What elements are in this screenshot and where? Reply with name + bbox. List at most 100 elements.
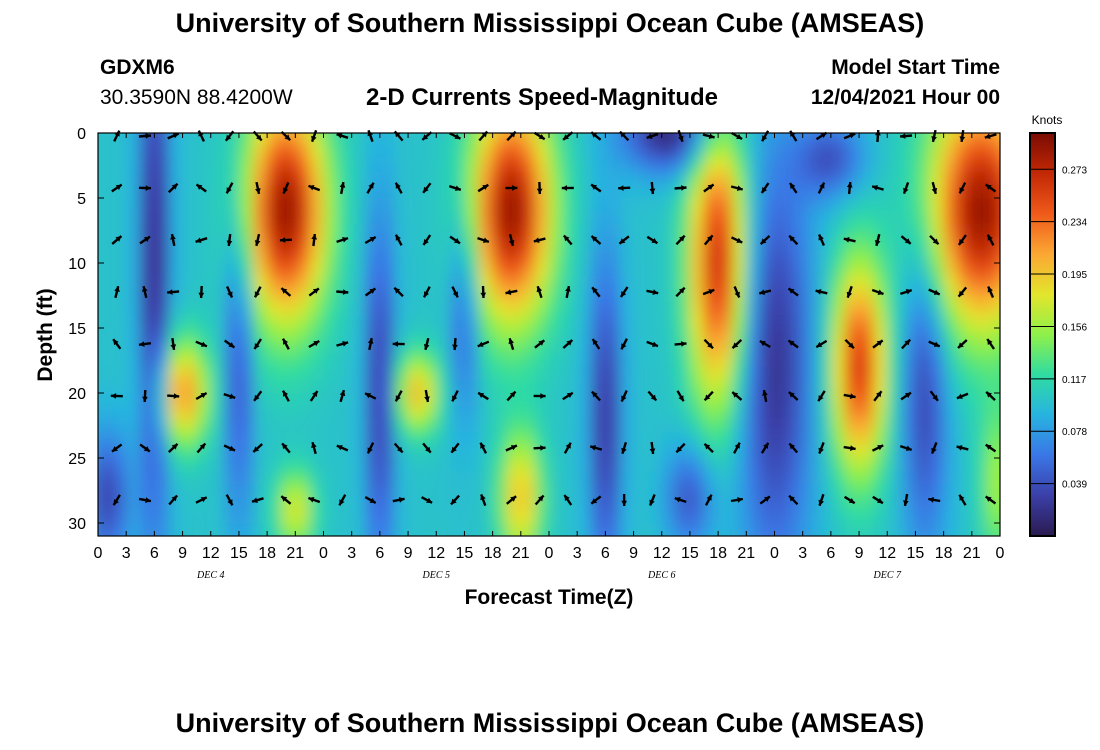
current-arrow [223, 339, 236, 349]
x-axis-label: Forecast Time(Z) [465, 586, 634, 609]
current-arrow [647, 390, 658, 402]
current-arrow [225, 182, 234, 194]
current-arrow [452, 337, 458, 351]
current-arrow [899, 133, 913, 139]
current-arrow [138, 133, 152, 139]
colorbar-tick-label: 0.273 [1062, 165, 1087, 176]
current-arrow [138, 185, 152, 191]
current-arrow [198, 285, 205, 299]
current-arrow [480, 493, 487, 507]
y-axis-label: Depth (ft) [34, 288, 57, 381]
x-tick-label: 9 [855, 545, 864, 562]
current-arrow [590, 495, 602, 505]
current-arrow [253, 390, 263, 402]
current-arrow [846, 285, 853, 299]
current-arrow [703, 442, 714, 454]
current-arrow [843, 445, 856, 451]
current-arrow [730, 236, 743, 244]
x-tick-label: 15 [681, 545, 699, 562]
current-arrow [114, 285, 120, 299]
x-tick-label: 12 [878, 545, 896, 562]
current-arrow [591, 338, 601, 350]
current-arrow [170, 233, 176, 247]
current-arrow [817, 390, 826, 402]
current-arrow [533, 445, 546, 451]
current-arrow [253, 338, 263, 350]
current-arrow [336, 341, 349, 347]
x-tick-label: 21 [512, 545, 530, 562]
current-arrow [280, 495, 292, 505]
current-arrow [619, 286, 629, 298]
current-arrow [195, 340, 208, 348]
current-arrow [366, 182, 375, 194]
current-arrow [985, 443, 997, 453]
x-tick-label: 0 [319, 545, 328, 562]
current-arrow [787, 339, 799, 349]
current-arrow [280, 287, 292, 297]
x-tick-label: 0 [770, 545, 779, 562]
current-arrow [987, 286, 995, 298]
current-arrow [139, 235, 151, 245]
current-arrow [703, 234, 714, 246]
current-arrow [392, 497, 405, 503]
current-arrow [871, 288, 884, 296]
current-arrow [675, 286, 686, 298]
current-arrow [562, 391, 574, 401]
current-arrow [985, 183, 997, 193]
current-arrow [281, 442, 291, 454]
current-arrow [900, 391, 912, 401]
current-arrow [958, 494, 967, 506]
x-tick-label: 3 [347, 545, 356, 562]
current-arrow [308, 496, 321, 504]
current-arrow [843, 495, 856, 505]
current-arrow [167, 443, 179, 453]
current-arrow [339, 389, 346, 403]
current-arrow [338, 494, 347, 506]
current-arrow [364, 392, 377, 400]
current-arrow [393, 286, 404, 298]
current-arrow [788, 234, 799, 246]
model-start-label: Model Start Time [831, 56, 1000, 79]
current-arrow [760, 182, 770, 194]
current-arrow [731, 131, 743, 141]
colorbar-tick-label: 0.234 [1062, 218, 1087, 229]
current-arrow [112, 494, 121, 506]
current-arrow [731, 391, 743, 401]
current-arrow [901, 338, 912, 350]
current-arrow [167, 393, 180, 399]
x-tick-label: 15 [456, 545, 474, 562]
x-tick-label: 0 [996, 545, 1005, 562]
current-arrow [759, 235, 771, 245]
colorbar-tick-label: 0.195 [1062, 270, 1087, 281]
current-arrow [110, 393, 123, 399]
x-tick-label: 9 [404, 545, 413, 562]
current-arrow [928, 497, 941, 503]
current-arrow [308, 287, 320, 297]
current-arrow [620, 390, 628, 402]
current-arrow [111, 443, 123, 453]
current-arrows [110, 129, 997, 507]
current-arrow [730, 185, 744, 191]
current-arrow [423, 337, 430, 351]
colorbar: 0.273 0.234 0.195 0.156 0.117 0.078 0.039 [1029, 132, 1087, 537]
current-arrow [366, 442, 375, 454]
x-tick-label: 21 [737, 545, 755, 562]
x-tick-label: 12 [427, 545, 445, 562]
current-arrow [479, 442, 488, 454]
current-arrow [788, 391, 799, 401]
colorbar-tick-label: 0.156 [1062, 322, 1087, 333]
current-arrow [702, 133, 715, 139]
current-arrow [873, 390, 883, 402]
colorbar-tick-label: 0.039 [1062, 480, 1087, 491]
current-arrow [533, 393, 546, 399]
current-arrow [931, 129, 937, 143]
x-tick-label: 21 [963, 545, 981, 562]
current-arrow [620, 338, 628, 350]
current-arrow [957, 234, 967, 246]
x-tick-label: 18 [935, 545, 953, 562]
current-arrow [646, 132, 659, 140]
current-arrow [985, 391, 996, 401]
current-arrow [392, 341, 405, 347]
current-arrow [589, 445, 603, 451]
current-arrow [903, 493, 909, 507]
